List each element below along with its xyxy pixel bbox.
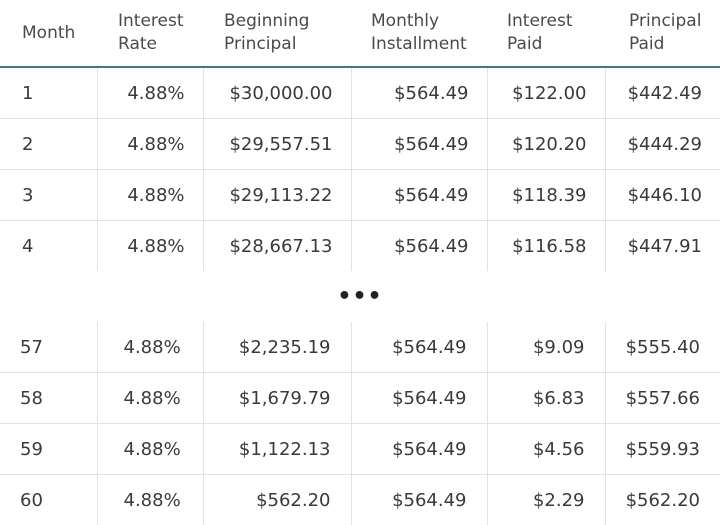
cell-installment: $564.49 (351, 119, 487, 170)
schedule-header: Month Interest Rate Beginning Principal … (0, 0, 720, 68)
cell-installment: $564.49 (351, 424, 487, 475)
cell-principal-paid: $557.66 (605, 373, 720, 424)
cell-installment: $564.49 (351, 170, 487, 221)
cell-month: 59 (0, 424, 97, 475)
cell-principal-paid: $562.20 (605, 475, 720, 525)
cell-interest-paid: $9.09 (487, 322, 605, 373)
cell-rate: 4.88% (97, 424, 203, 475)
cell-rate: 4.88% (97, 373, 203, 424)
header-beginning-principal: Beginning Principal (203, 0, 351, 67)
cell-rate: 4.88% (97, 475, 203, 525)
table-row: 58 4.88% $1,679.79 $564.49 $6.83 $557.66 (0, 373, 720, 424)
cell-beginning-principal: $28,667.13 (203, 221, 351, 272)
cell-principal-paid: $555.40 (605, 322, 720, 373)
header-principal-paid: Principal Paid (605, 0, 720, 67)
cell-principal-paid: $442.49 (605, 68, 720, 119)
table-row: 57 4.88% $2,235.19 $564.49 $9.09 $555.40 (0, 322, 720, 373)
cell-installment: $564.49 (351, 373, 487, 424)
cell-rate: 4.88% (97, 68, 203, 119)
cell-rate: 4.88% (97, 119, 203, 170)
cell-rate: 4.88% (97, 170, 203, 221)
cell-principal-paid: $559.93 (605, 424, 720, 475)
rows-omitted-ellipsis: ••• (0, 282, 720, 312)
table-row: 2 4.88% $29,557.51 $564.49 $120.20 $444.… (0, 119, 720, 170)
cell-principal-paid: $444.29 (605, 119, 720, 170)
cell-installment: $564.49 (351, 475, 487, 525)
cell-interest-paid: $116.58 (487, 221, 605, 272)
header-month: Month (0, 0, 97, 67)
cell-rate: 4.88% (97, 221, 203, 272)
table-row: 1 4.88% $30,000.00 $564.49 $122.00 $442.… (0, 68, 720, 119)
cell-principal-paid: $446.10 (605, 170, 720, 221)
cell-beginning-principal: $2,235.19 (203, 322, 351, 373)
cell-interest-paid: $6.83 (487, 373, 605, 424)
schedule-top-rows: 1 4.88% $30,000.00 $564.49 $122.00 $442.… (0, 68, 720, 271)
cell-beginning-principal: $29,113.22 (203, 170, 351, 221)
cell-month: 58 (0, 373, 97, 424)
header-interest-rate: Interest Rate (97, 0, 203, 67)
schedule-bottom-rows: 57 4.88% $2,235.19 $564.49 $9.09 $555.40… (0, 322, 720, 525)
cell-interest-paid: $2.29 (487, 475, 605, 525)
cell-month: 2 (0, 119, 97, 170)
cell-beginning-principal: $30,000.00 (203, 68, 351, 119)
cell-month: 3 (0, 170, 97, 221)
cell-month: 4 (0, 221, 97, 272)
table-row: 60 4.88% $562.20 $564.49 $2.29 $562.20 (0, 475, 720, 525)
cell-beginning-principal: $1,679.79 (203, 373, 351, 424)
cell-interest-paid: $4.56 (487, 424, 605, 475)
header-monthly-installment: Monthly Installment (351, 0, 487, 67)
table-row: 4 4.88% $28,667.13 $564.49 $116.58 $447.… (0, 221, 720, 272)
cell-interest-paid: $118.39 (487, 170, 605, 221)
cell-beginning-principal: $1,122.13 (203, 424, 351, 475)
cell-installment: $564.49 (351, 221, 487, 272)
header-interest-paid: Interest Paid (487, 0, 605, 67)
cell-installment: $564.49 (351, 68, 487, 119)
cell-month: 57 (0, 322, 97, 373)
cell-month: 1 (0, 68, 97, 119)
cell-interest-paid: $122.00 (487, 68, 605, 119)
cell-interest-paid: $120.20 (487, 119, 605, 170)
cell-rate: 4.88% (97, 322, 203, 373)
cell-beginning-principal: $562.20 (203, 475, 351, 525)
header-row: Month Interest Rate Beginning Principal … (0, 0, 720, 67)
cell-beginning-principal: $29,557.51 (203, 119, 351, 170)
table-row: 3 4.88% $29,113.22 $564.49 $118.39 $446.… (0, 170, 720, 221)
cell-principal-paid: $447.91 (605, 221, 720, 272)
cell-month: 60 (0, 475, 97, 525)
cell-installment: $564.49 (351, 322, 487, 373)
table-row: 59 4.88% $1,122.13 $564.49 $4.56 $559.93 (0, 424, 720, 475)
